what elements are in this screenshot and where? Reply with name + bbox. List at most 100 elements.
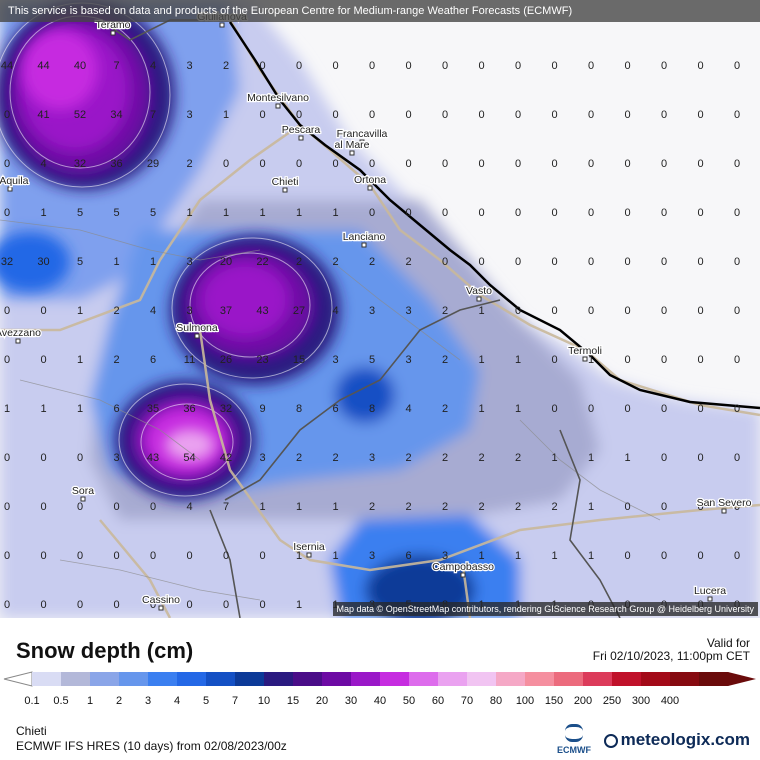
location-name: Chieti xyxy=(16,724,47,738)
snow-field-navy-2 xyxy=(335,367,395,423)
grid-value: 44 xyxy=(1,60,13,72)
grid-value: 3 xyxy=(332,354,338,366)
grid-value: 0 xyxy=(150,599,156,611)
grid-value: 6 xyxy=(113,403,119,415)
scale-swatch xyxy=(264,672,294,686)
grid-value: 1 xyxy=(332,207,338,219)
city-label: Ortona xyxy=(354,174,386,186)
city-marker xyxy=(306,552,312,558)
city-label: Campobasso xyxy=(432,561,494,573)
grid-value: 1 xyxy=(40,207,46,219)
grid-value: 42 xyxy=(220,452,232,464)
scale-arrow-right xyxy=(728,672,756,686)
snow-depth-map[interactable]: 44 44 40 7 4 3 2 0 0 0 0 0 0 0 0 0 0 0 0 0 0 0 41 52 34 7 3 1 0 0 0 0 0 0… xyxy=(0,0,760,618)
grid-value: 2 xyxy=(515,501,521,513)
grid-value: 0 xyxy=(515,207,521,219)
grid-value: 2 xyxy=(186,158,192,170)
city-label: Sora xyxy=(72,485,94,497)
grid-value: 1 xyxy=(478,354,484,366)
grid-value: 0 xyxy=(113,550,119,562)
grid-value: 0 xyxy=(697,403,703,415)
scale-swatch xyxy=(409,672,439,686)
grid-value: 0 xyxy=(661,256,667,268)
grid-value: 0 xyxy=(515,60,521,72)
city-label: Cassino xyxy=(142,594,180,606)
grid-value: 0 xyxy=(624,158,630,170)
grid-value: 4 xyxy=(186,501,192,513)
grid-value: 7 xyxy=(150,109,156,121)
scale-tick-label: 15 xyxy=(287,695,299,707)
grid-value: 0 xyxy=(661,354,667,366)
grid-value: 40 xyxy=(74,60,86,72)
grid-value: 0 xyxy=(40,452,46,464)
scale-tick-label: 60 xyxy=(432,695,444,707)
grid-value: 3 xyxy=(113,452,119,464)
grid-value: 0 xyxy=(332,158,338,170)
grid-value: 1 xyxy=(186,207,192,219)
grid-value: 0 xyxy=(332,60,338,72)
grid-value: 1 xyxy=(296,599,302,611)
grid-value: 0 xyxy=(369,109,375,121)
grid-value: 3 xyxy=(186,305,192,317)
grid-value: 0 xyxy=(551,256,557,268)
city-labels: TeramoGiulianovaMontesilvanoPescaraFranc… xyxy=(0,10,753,611)
scale-tick-label: 1 xyxy=(87,695,93,707)
grid-value: 0 xyxy=(661,60,667,72)
city-marker xyxy=(361,242,367,248)
grid-value: 0 xyxy=(296,60,302,72)
scale-tick-label: 10 xyxy=(258,695,270,707)
city-label: al Mare xyxy=(334,139,369,151)
grid-value: 27 xyxy=(293,305,305,317)
grid-value: 0 xyxy=(624,207,630,219)
grid-value: 0 xyxy=(405,60,411,72)
grid-value: 1 xyxy=(478,305,484,317)
city-label: Vasto xyxy=(466,285,492,297)
scale-swatch xyxy=(90,672,120,686)
grid-value: 0 xyxy=(150,550,156,562)
grid-value: 3 xyxy=(442,550,448,562)
scale-swatch xyxy=(670,672,700,686)
grid-value: 1 xyxy=(588,452,594,464)
city-label: Isernia xyxy=(293,541,325,553)
grid-value: 5 xyxy=(77,207,83,219)
grid-value: 3 xyxy=(369,305,375,317)
grid-value: 5 xyxy=(113,207,119,219)
legend-title: Snow depth (cm) xyxy=(16,638,194,663)
grid-value: 0 xyxy=(259,550,265,562)
grid-value: 0 xyxy=(661,403,667,415)
scale-swatch xyxy=(293,672,323,686)
snow-core-west xyxy=(0,232,70,292)
city-marker xyxy=(359,139,365,145)
grid-value: 3 xyxy=(186,109,192,121)
map-attribution[interactable]: Map data © OpenStreetMap contributors, r… xyxy=(332,602,758,616)
grid-value: 0 xyxy=(588,158,594,170)
grid-value: 8 xyxy=(296,403,302,415)
grid-value: 1 xyxy=(150,256,156,268)
grid-value: 2 xyxy=(442,501,448,513)
scale-swatch xyxy=(148,672,178,686)
grid-value: 0 xyxy=(332,109,338,121)
map-canvas: 44 44 40 7 4 3 2 0 0 0 0 0 0 0 0 0 0 0 0 0 00 41 52 34 7 3 1 0 0 0 0 0 0… xyxy=(0,0,760,618)
city-marker xyxy=(282,187,288,193)
scale-tick-label: 250 xyxy=(603,695,621,707)
grid-value: 1 xyxy=(223,207,229,219)
grid-value: 6 xyxy=(150,354,156,366)
grid-value: 0 xyxy=(734,354,740,366)
valid-label: Valid for xyxy=(706,636,750,650)
grid-value: 0 xyxy=(734,158,740,170)
grid-value: 32 xyxy=(220,403,232,415)
grid-value: 32 xyxy=(1,256,13,268)
city-marker xyxy=(721,508,727,514)
scale-swatch xyxy=(322,672,352,686)
grid-value: 0 xyxy=(296,158,302,170)
grid-value: 2 xyxy=(223,60,229,72)
grid-value: 8 xyxy=(369,403,375,415)
grid-value: 3 xyxy=(186,60,192,72)
grid-value: 6 xyxy=(332,403,338,415)
meteologix-logo[interactable]: meteologix.com xyxy=(603,730,750,750)
grid-value: 6 xyxy=(405,550,411,562)
scale-tick-label: 3 xyxy=(145,695,151,707)
grid-value: 2 xyxy=(332,256,338,268)
grid-value: 0 xyxy=(40,501,46,513)
grid-value: 0 xyxy=(4,501,10,513)
